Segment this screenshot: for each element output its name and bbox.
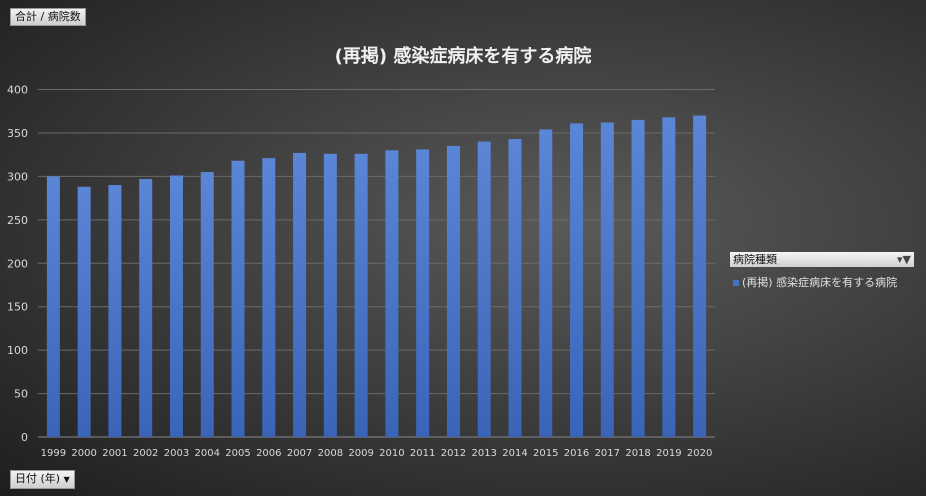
y-tick-label: 0 <box>21 431 28 444</box>
x-tick-label: 2010 <box>379 448 404 459</box>
x-tick-label: 2017 <box>595 448 620 459</box>
x-tick-label: 2013 <box>471 448 496 459</box>
bar <box>539 129 553 437</box>
x-tick-label: 2016 <box>564 448 589 459</box>
filter-icon[interactable]: ▾▼ <box>897 253 911 266</box>
bar <box>446 145 460 437</box>
bar <box>508 139 522 438</box>
bar <box>477 141 491 437</box>
y-tick-label: 100 <box>7 344 28 357</box>
chart-title: (再掲) 感染症病床を有する病院 <box>334 46 592 67</box>
bar <box>385 150 399 437</box>
x-tick-label: 2003 <box>164 448 189 459</box>
y-tick-label: 200 <box>7 257 28 270</box>
bar <box>231 160 245 438</box>
x-tick-label: 1999 <box>41 448 66 459</box>
bar <box>169 175 183 437</box>
bar <box>662 117 676 438</box>
bar <box>262 158 276 437</box>
bar <box>416 149 430 437</box>
bar <box>323 153 337 437</box>
bar <box>631 119 645 437</box>
bar <box>46 176 60 437</box>
legend-item-label: (再掲) 感染症病床を有する病院 <box>742 276 898 289</box>
bar <box>354 153 368 437</box>
x-tick-label: 2006 <box>256 448 281 459</box>
x-tick-label: 2009 <box>348 448 373 459</box>
x-tick-label: 2019 <box>656 448 681 459</box>
axis-field-button[interactable]: 日付 (年) ▼ <box>10 470 75 489</box>
x-tick-label: 2020 <box>687 448 712 459</box>
y-tick-label: 250 <box>7 214 28 227</box>
x-tick-label: 2008 <box>318 448 343 459</box>
x-tick-label: 2015 <box>533 448 558 459</box>
y-tick-label: 300 <box>7 170 28 183</box>
bar <box>570 123 584 437</box>
legend-header-label: 病院種類 <box>733 253 777 266</box>
bar <box>600 122 614 437</box>
x-tick-label: 2012 <box>441 448 466 459</box>
bar <box>108 185 122 437</box>
x-tick-label: 2007 <box>287 448 312 459</box>
x-tick-label: 2011 <box>410 448 435 459</box>
bar <box>77 186 91 437</box>
x-tick-label: 2018 <box>625 448 650 459</box>
bar <box>200 172 214 437</box>
dropdown-arrow-icon: ▼ <box>63 475 70 484</box>
x-tick-label: 2004 <box>195 448 220 459</box>
y-tick-label: 350 <box>7 127 28 140</box>
bar <box>693 115 707 437</box>
y-tick-label: 50 <box>14 388 28 401</box>
x-tick-label: 2001 <box>102 448 127 459</box>
x-tick-label: 2002 <box>133 448 158 459</box>
y-tick-label: 150 <box>7 301 28 314</box>
value-field-button[interactable]: 合計 / 病院数 <box>10 8 86 26</box>
legend-field-button[interactable]: 病院種類 ▾▼ <box>730 252 914 267</box>
axis-field-label: 日付 (年) <box>15 472 61 485</box>
bar <box>293 152 307 437</box>
x-tick-label: 2005 <box>225 448 250 459</box>
x-tick-label: 2014 <box>502 448 527 459</box>
x-tick-label: 2000 <box>71 448 96 459</box>
legend-swatch <box>733 280 739 286</box>
y-tick-label: 400 <box>7 84 28 97</box>
bar <box>139 178 153 437</box>
legend-item: (再掲) 感染症病床を有する病院 <box>733 274 897 290</box>
